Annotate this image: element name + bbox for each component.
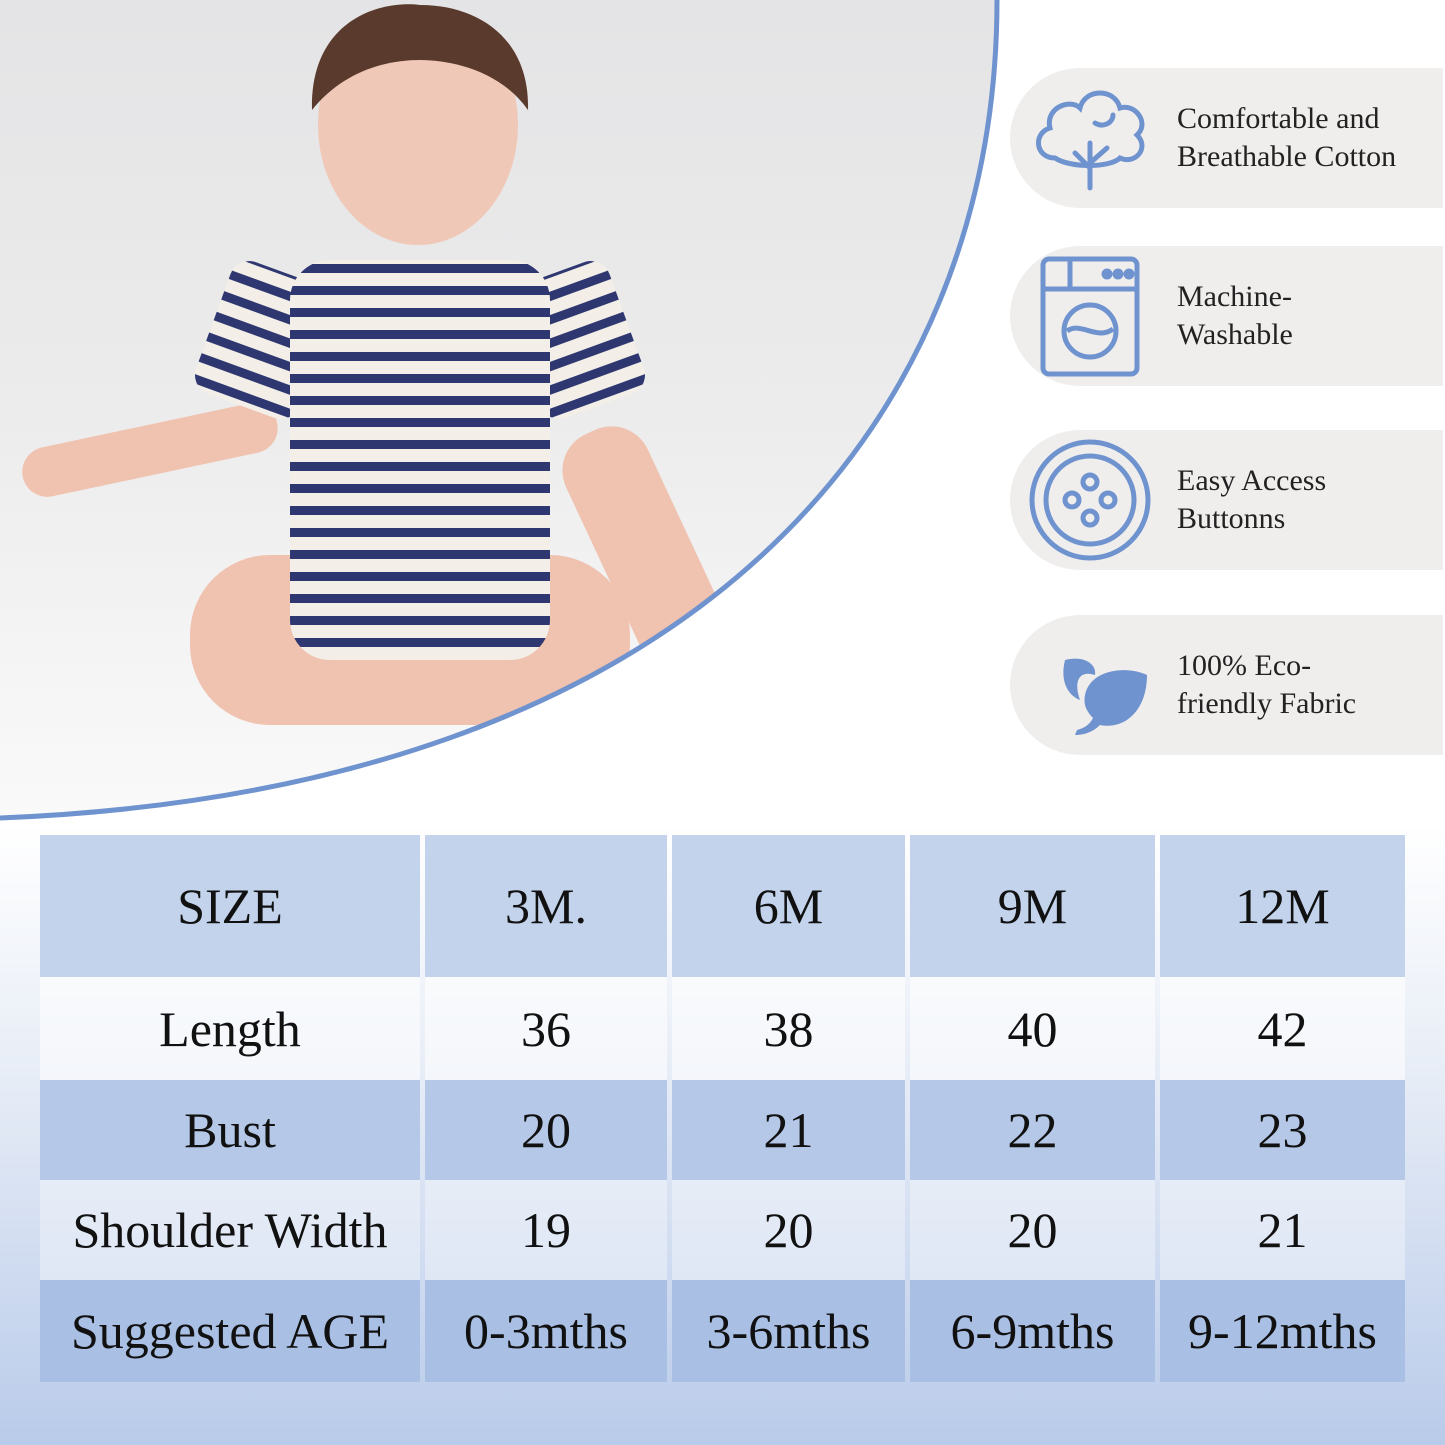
cotton-icon: [1025, 73, 1155, 203]
photo-border-curve: [0, 0, 1000, 821]
table-cell: Suggested AGE: [40, 1280, 420, 1382]
baby-arm: [22, 403, 278, 497]
button-icon: [1025, 435, 1155, 565]
feature-text: Comfortable and Breathable Cotton: [1177, 102, 1397, 173]
table-row: Suggested AGE 0-3mths 3-6mths 6-9mths 9-12mt…: [40, 1280, 1405, 1382]
leaf-icon: [1025, 620, 1155, 750]
product-photo: [0, 0, 1000, 821]
feature-text: 100% Eco- friendly Fabric: [1177, 649, 1357, 720]
header-cell: 6M: [672, 835, 905, 977]
table-header-row: SIZE 3M. 6M 9M 12M: [40, 835, 1405, 977]
table-cell: Length: [40, 977, 420, 1080]
table-cell: Shoulder Width: [40, 1180, 420, 1280]
table-cell: Bust: [40, 1080, 420, 1180]
table-row: Length 36 38 40 42: [40, 977, 1405, 1080]
table-cell: 40: [910, 977, 1155, 1080]
baby-arm: [562, 426, 728, 674]
table-cell: 0-3mths: [425, 1280, 667, 1382]
size-chart-table: SIZE 3M. 6M 9M 12M Length 36 38 40 42 Bust 20 21 22 23…: [40, 835, 1405, 1382]
table-cell: 6-9mths: [910, 1280, 1155, 1382]
header-cell: SIZE: [40, 835, 420, 977]
table-cell: 9-12mths: [1160, 1280, 1405, 1382]
table-cell: 22: [910, 1080, 1155, 1180]
striped-onesie: [290, 260, 550, 660]
table-cell: 3-6mths: [672, 1280, 905, 1382]
washing-machine-icon: [1025, 251, 1155, 381]
table-row: Shoulder Width 19 20 20 21: [40, 1180, 1405, 1280]
table-cell: 38: [672, 977, 905, 1080]
table-row: Bust 20 21 22 23: [40, 1080, 1405, 1180]
table-cell: 20: [910, 1180, 1155, 1280]
table-cell: 42: [1160, 977, 1405, 1080]
header-cell: 3M.: [425, 835, 667, 977]
table-cell: 21: [1160, 1180, 1405, 1280]
feature-buttons: Easy Access Buttonns: [1010, 430, 1443, 570]
feature-text: Easy Access Buttonns: [1177, 464, 1327, 535]
table-cell: 20: [672, 1180, 905, 1280]
table-cell: 23: [1160, 1080, 1405, 1180]
table-cell: 36: [425, 977, 667, 1080]
header-cell: 12M: [1160, 835, 1405, 977]
feature-washable: Machine- Washable: [1010, 246, 1443, 386]
header-cell: 9M: [910, 835, 1155, 977]
table-cell: 20: [425, 1080, 667, 1180]
feature-cotton: Comfortable and Breathable Cotton: [1010, 68, 1443, 208]
baby-hair: [311, 4, 529, 110]
table-cell: 21: [672, 1080, 905, 1180]
feature-text: Machine- Washable: [1177, 280, 1293, 351]
feature-eco: 100% Eco- friendly Fabric: [1010, 615, 1443, 755]
table-cell: 19: [425, 1180, 667, 1280]
